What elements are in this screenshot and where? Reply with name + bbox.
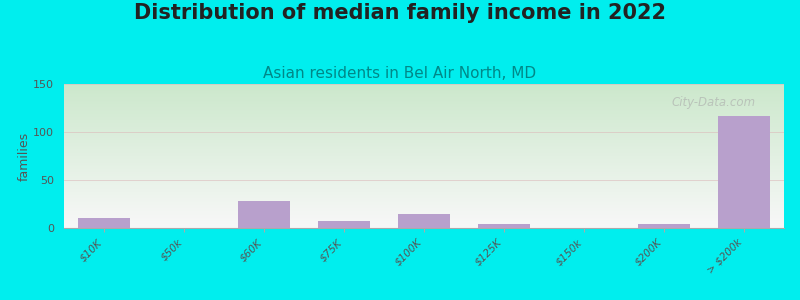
Bar — [318, 221, 370, 228]
Bar — [238, 201, 290, 228]
Bar — [638, 224, 690, 228]
Text: Distribution of median family income in 2022: Distribution of median family income in … — [134, 3, 666, 23]
Bar — [78, 218, 130, 228]
Bar — [478, 224, 530, 228]
Y-axis label: families: families — [18, 131, 30, 181]
Text: City-Data.com: City-Data.com — [671, 95, 755, 109]
Bar — [718, 116, 770, 228]
Bar — [398, 214, 450, 228]
Text: Asian residents in Bel Air North, MD: Asian residents in Bel Air North, MD — [263, 66, 537, 81]
